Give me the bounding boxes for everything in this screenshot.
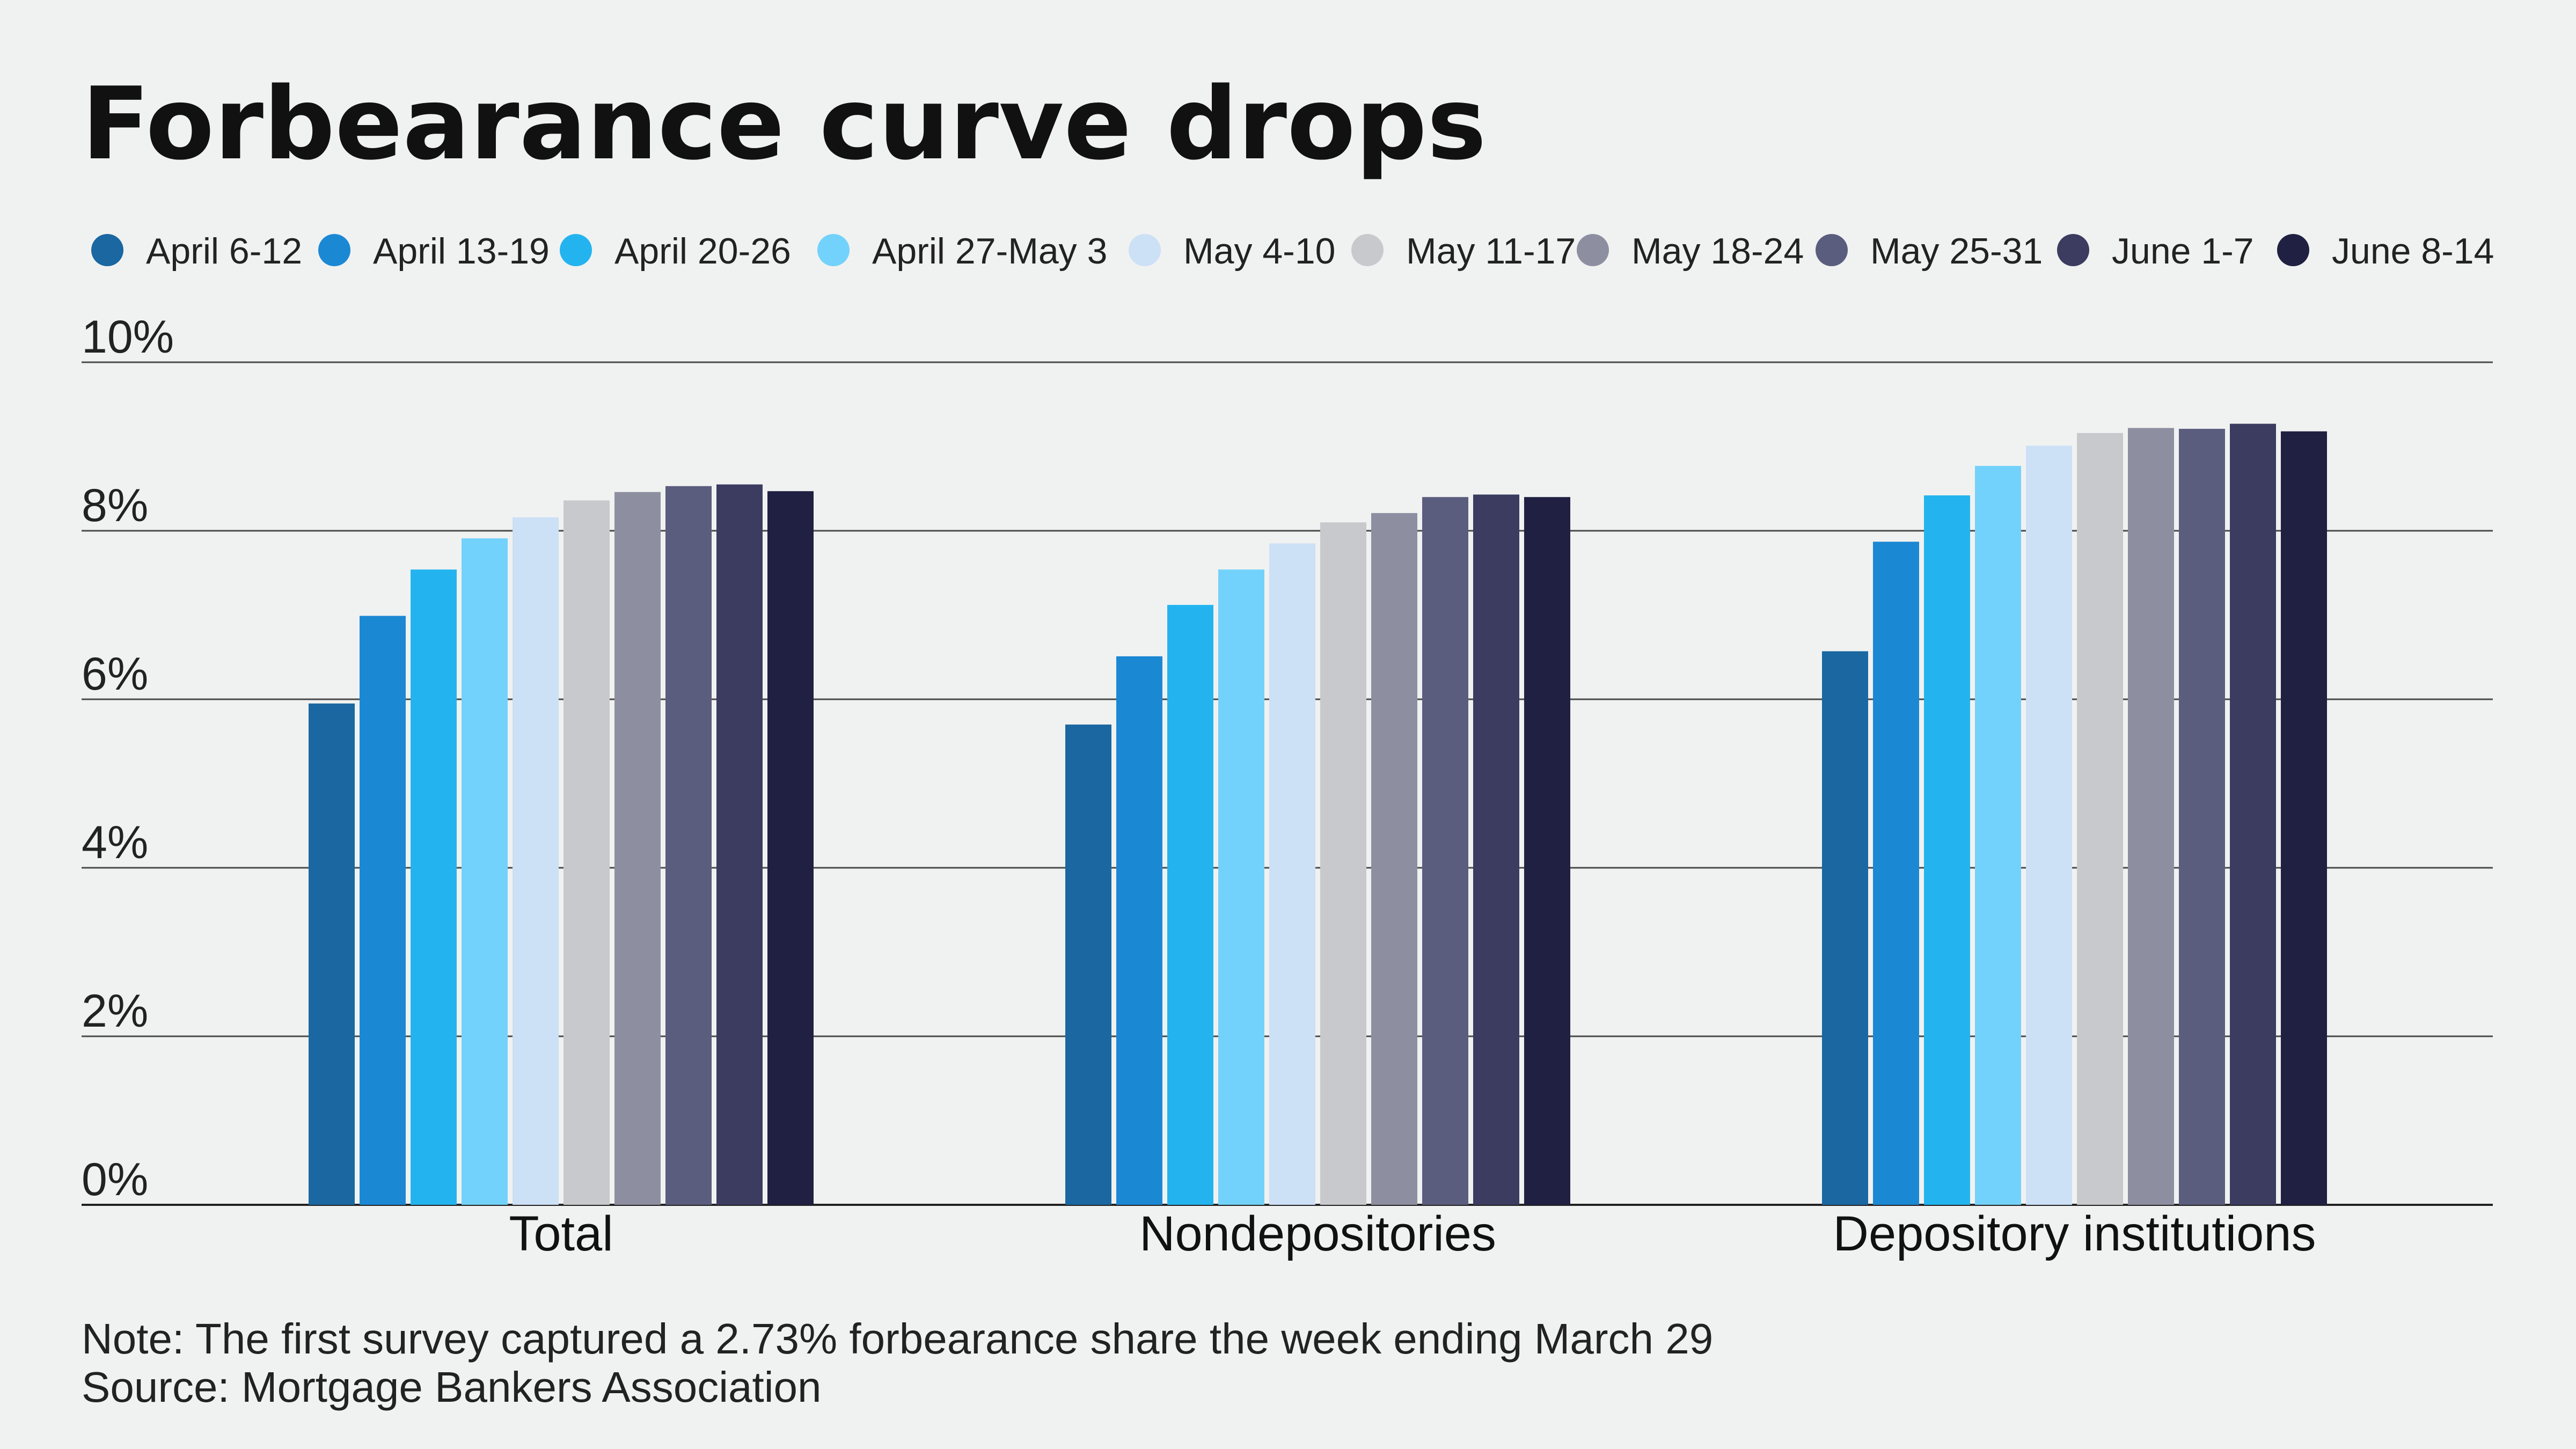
bar-total-june-8-14: [767, 491, 814, 1205]
bar-depository-institutions-may-18-24: [2128, 428, 2174, 1205]
legend-item-april-6-12: April 6-12: [91, 231, 302, 272]
bar-nondepositories-may-11-17: [1320, 522, 1366, 1205]
y-tick-label: 8%: [82, 480, 148, 531]
legend-item-april-20-26: April 20-26: [560, 231, 791, 272]
bar-total-april-27-may-3: [462, 538, 508, 1205]
legend-item-april-27-may-3: April 27-May 3: [817, 231, 1107, 272]
bars: [309, 423, 2327, 1205]
bar-depository-institutions-june-1-7: [2230, 423, 2276, 1205]
legend-item-may-11-17: May 11-17: [1351, 231, 1576, 272]
bar-nondepositories-may-25-31: [1422, 497, 1468, 1205]
legend-label: May 4-10: [1183, 231, 1335, 272]
bar-total-april-13-19: [360, 616, 406, 1205]
bar-total-may-11-17: [564, 500, 610, 1205]
bar-nondepositories-april-20-26: [1167, 605, 1213, 1205]
legend-swatch: [817, 234, 850, 266]
bar-nondepositories-may-18-24: [1371, 513, 1417, 1205]
bar-total-april-20-26: [411, 569, 457, 1205]
bar-nondepositories-april-6-12: [1065, 724, 1111, 1205]
x-axis-labels: Total Nondepositories Depository instituti…: [509, 1206, 2316, 1261]
bar-group-total: [309, 484, 814, 1205]
chart-title: Forbearance curve drops: [82, 65, 1487, 182]
legend-label: May 18-24: [1631, 231, 1804, 272]
y-tick-label: 10%: [82, 311, 174, 363]
legend-label: April 20-26: [614, 231, 791, 272]
bar-nondepositories-may-4-10: [1269, 543, 1315, 1205]
legend-swatch: [560, 234, 592, 266]
legend-label: June 8-14: [2332, 231, 2494, 272]
bar-depository-institutions-april-27-may-3: [1975, 466, 2021, 1205]
bar-nondepositories-june-1-7: [1473, 494, 1519, 1205]
legend-swatch: [1129, 234, 1161, 266]
legend-item-april-13-19: April 13-19: [318, 231, 550, 272]
legend-swatch: [2057, 234, 2089, 266]
bar-depository-institutions-april-6-12: [1822, 651, 1868, 1205]
bar-total-may-18-24: [614, 492, 661, 1205]
legend-label: April 27-May 3: [872, 231, 1107, 272]
legend-item-june-1-7: June 1-7: [2057, 231, 2254, 272]
legend-item-may-25-31: May 25-31: [1816, 231, 2043, 272]
x-tick-label: Depository institutions: [1833, 1206, 2316, 1261]
legend-swatch: [2277, 234, 2309, 266]
legend-item-may-18-24: May 18-24: [1577, 231, 1804, 272]
bar-group-nondepositories: [1065, 494, 1570, 1205]
bar-nondepositories-april-27-may-3: [1218, 569, 1264, 1205]
legend-label: May 25-31: [1870, 231, 2043, 272]
bar-nondepositories-june-8-14: [1524, 497, 1570, 1205]
legend-label: April 6-12: [146, 231, 302, 272]
x-tick-label: Nondepositories: [1139, 1206, 1496, 1261]
footer-source: Source: Mortgage Bankers Association: [82, 1363, 822, 1411]
legend-item-may-4-10: May 4-10: [1129, 231, 1335, 272]
y-tick-label: 0%: [82, 1154, 148, 1205]
legend-swatch: [318, 234, 350, 266]
bar-depository-institutions-may-11-17: [2077, 433, 2123, 1205]
bar-total-june-1-7: [716, 484, 763, 1205]
bar-depository-institutions-april-13-19: [1873, 541, 1919, 1205]
y-tick-label: 6%: [82, 648, 148, 700]
footer-note: Note: The first survey captured a 2.73% …: [82, 1315, 1713, 1363]
bar-total-may-4-10: [513, 517, 559, 1205]
y-tick-label: 4%: [82, 817, 148, 868]
legend: April 6-12 April 13-19 April 20-26 April 27…: [91, 231, 2494, 272]
legend-swatch: [91, 234, 123, 266]
legend-label: April 13-19: [373, 231, 550, 272]
bar-depository-institutions-may-25-31: [2179, 429, 2225, 1205]
bar-total-may-25-31: [665, 486, 712, 1205]
legend-swatch: [1816, 234, 1848, 266]
legend-label: June 1-7: [2112, 231, 2254, 272]
bar-nondepositories-april-13-19: [1116, 656, 1162, 1205]
bar-depository-institutions-may-4-10: [2026, 445, 2072, 1205]
legend-swatch: [1351, 234, 1384, 266]
legend-swatch: [1577, 234, 1609, 266]
bar-depository-institutions-june-8-14: [2281, 431, 2327, 1205]
legend-item-june-8-14: June 8-14: [2277, 231, 2494, 272]
bar-group-depository-institutions: [1822, 423, 2327, 1205]
bar-total-april-6-12: [309, 703, 355, 1205]
legend-label: May 11-17: [1406, 231, 1576, 272]
y-tick-label: 2%: [82, 985, 148, 1037]
bar-depository-institutions-april-20-26: [1924, 495, 1970, 1205]
x-tick-label: Total: [509, 1206, 613, 1261]
